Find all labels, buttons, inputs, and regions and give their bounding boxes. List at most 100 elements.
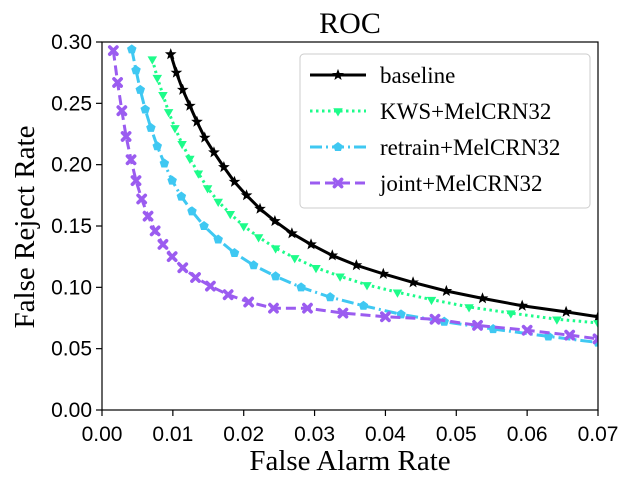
y-tick-label: 0.15	[51, 215, 92, 238]
series-baseline	[164, 48, 598, 322]
data-point-joint-melcrn32	[116, 105, 128, 117]
data-point-kws-melcrn32	[335, 273, 345, 282]
y-tick-label: 0.25	[51, 92, 92, 115]
data-point-joint-melcrn32	[268, 302, 279, 314]
data-point-kws-melcrn32	[158, 92, 168, 101]
data-point-baseline	[170, 66, 183, 78]
data-point-baseline	[350, 259, 363, 271]
legend-label: retrain+MelCRN32	[380, 135, 560, 160]
data-point-retrain-melcrn32	[325, 292, 335, 302]
x-tick-label: 0.03	[294, 423, 335, 446]
data-point-retrain-melcrn32	[167, 175, 177, 185]
legend-label: KWS+MelCRN32	[380, 99, 551, 124]
data-point-baseline	[191, 115, 203, 127]
data-point-baseline	[560, 305, 572, 317]
series-line-kws-melcrn32	[150, 58, 598, 325]
series-kws-melcrn32	[147, 56, 598, 329]
data-point-joint-melcrn32	[107, 45, 119, 56]
data-point-baseline	[377, 267, 390, 279]
data-point-kws-melcrn32	[552, 316, 562, 325]
data-point-retrain-melcrn32	[229, 247, 240, 258]
legend-label: joint+MelCRN32	[379, 171, 542, 196]
y-axis: 0.00 0.05 0.10 0.15 0.20 0.25 0.30	[51, 31, 102, 422]
data-point-joint-melcrn32	[177, 262, 189, 274]
legend-marker	[333, 108, 343, 117]
x-axis: 0.00 0.01 0.02 0.03 0.04 0.05 0.06 0.07	[82, 410, 619, 446]
legend-item-retrain-melcrn32: retrain+MelCRN32	[310, 135, 560, 160]
legend-item-joint-melcrn32: joint+MelCRN32	[310, 171, 542, 196]
data-point-joint-melcrn32	[302, 302, 313, 314]
legend-marker	[332, 68, 344, 80]
data-point-baseline	[326, 249, 339, 261]
data-point-kws-melcrn32	[177, 141, 187, 150]
data-point-joint-melcrn32	[157, 239, 169, 250]
data-point-kws-melcrn32	[147, 56, 158, 65]
data-point-baseline	[516, 299, 529, 311]
data-point-kws-melcrn32	[362, 282, 372, 291]
data-point-retrain-melcrn32	[140, 104, 150, 114]
y-tick-label: 0.05	[51, 338, 92, 361]
data-point-joint-melcrn32	[592, 333, 598, 345]
data-point-baseline	[228, 175, 241, 187]
data-point-joint-melcrn32	[380, 311, 391, 323]
data-point-retrain-melcrn32	[146, 122, 156, 132]
data-point-baseline	[164, 48, 177, 60]
data-point-kws-melcrn32	[193, 170, 204, 179]
x-tick-label: 0.01	[152, 423, 193, 446]
data-point-retrain-melcrn32	[248, 260, 259, 270]
data-point-kws-melcrn32	[225, 210, 236, 220]
x-tick-label: 0.07	[578, 423, 619, 446]
data-point-kws-melcrn32	[506, 310, 516, 319]
data-point-baseline	[407, 276, 419, 288]
data-point-retrain-melcrn32	[176, 191, 187, 201]
legend-marker	[332, 177, 344, 189]
chart-title: ROC	[319, 7, 381, 40]
data-point-kws-melcrn32	[270, 245, 281, 254]
data-point-baseline	[208, 146, 220, 158]
data-point-baseline	[305, 238, 317, 250]
data-point-baseline	[198, 131, 211, 143]
x-axis-label: False Alarm Rate	[249, 445, 450, 477]
data-point-retrain-melcrn32	[270, 271, 281, 281]
x-tick-label: 0.00	[82, 423, 123, 446]
data-point-baseline	[184, 99, 196, 111]
x-tick-label: 0.05	[436, 423, 477, 446]
legend: baseline KWS+MelCRN32 retrain+MelCRN32 join…	[299, 53, 591, 209]
data-point-kws-melcrn32	[253, 234, 264, 243]
data-point-joint-melcrn32	[166, 251, 178, 263]
data-point-baseline	[218, 160, 230, 173]
data-point-kws-melcrn32	[593, 320, 598, 329]
data-point-joint-melcrn32	[149, 225, 161, 237]
data-point-kws-melcrn32	[311, 264, 321, 274]
data-point-kws-melcrn32	[426, 296, 437, 306]
x-tick-label: 0.06	[507, 423, 548, 446]
legend-item-baseline: baseline	[310, 63, 455, 88]
y-tick-label: 0.00	[51, 399, 92, 422]
data-point-joint-melcrn32	[222, 289, 234, 301]
data-point-joint-melcrn32	[120, 131, 132, 142]
data-point-retrain-melcrn32	[152, 141, 163, 151]
data-point-joint-melcrn32	[136, 193, 148, 205]
x-tick-label: 0.04	[365, 423, 406, 446]
data-point-retrain-melcrn32	[213, 234, 223, 244]
data-point-baseline	[269, 214, 281, 227]
data-point-baseline	[476, 292, 489, 304]
data-point-baseline	[176, 83, 189, 95]
data-point-joint-melcrn32	[125, 154, 137, 166]
data-point-joint-melcrn32	[472, 319, 483, 331]
data-point-joint-melcrn32	[130, 175, 142, 187]
data-point-kws-melcrn32	[185, 155, 195, 165]
data-point-joint-melcrn32	[112, 77, 123, 88]
legend-frame	[299, 53, 591, 209]
data-point-baseline	[440, 284, 453, 296]
data-point-joint-melcrn32	[564, 329, 576, 341]
data-point-joint-melcrn32	[190, 272, 201, 283]
data-point-kws-melcrn32	[202, 185, 213, 194]
data-point-joint-melcrn32	[429, 313, 441, 325]
y-axis-label: False Reject Rate	[9, 126, 41, 329]
data-point-retrain-melcrn32	[199, 221, 209, 231]
data-point-kws-melcrn32	[289, 255, 300, 264]
data-point-retrain-melcrn32	[187, 206, 197, 216]
data-point-retrain-melcrn32	[135, 84, 146, 94]
data-point-joint-melcrn32	[142, 210, 154, 222]
